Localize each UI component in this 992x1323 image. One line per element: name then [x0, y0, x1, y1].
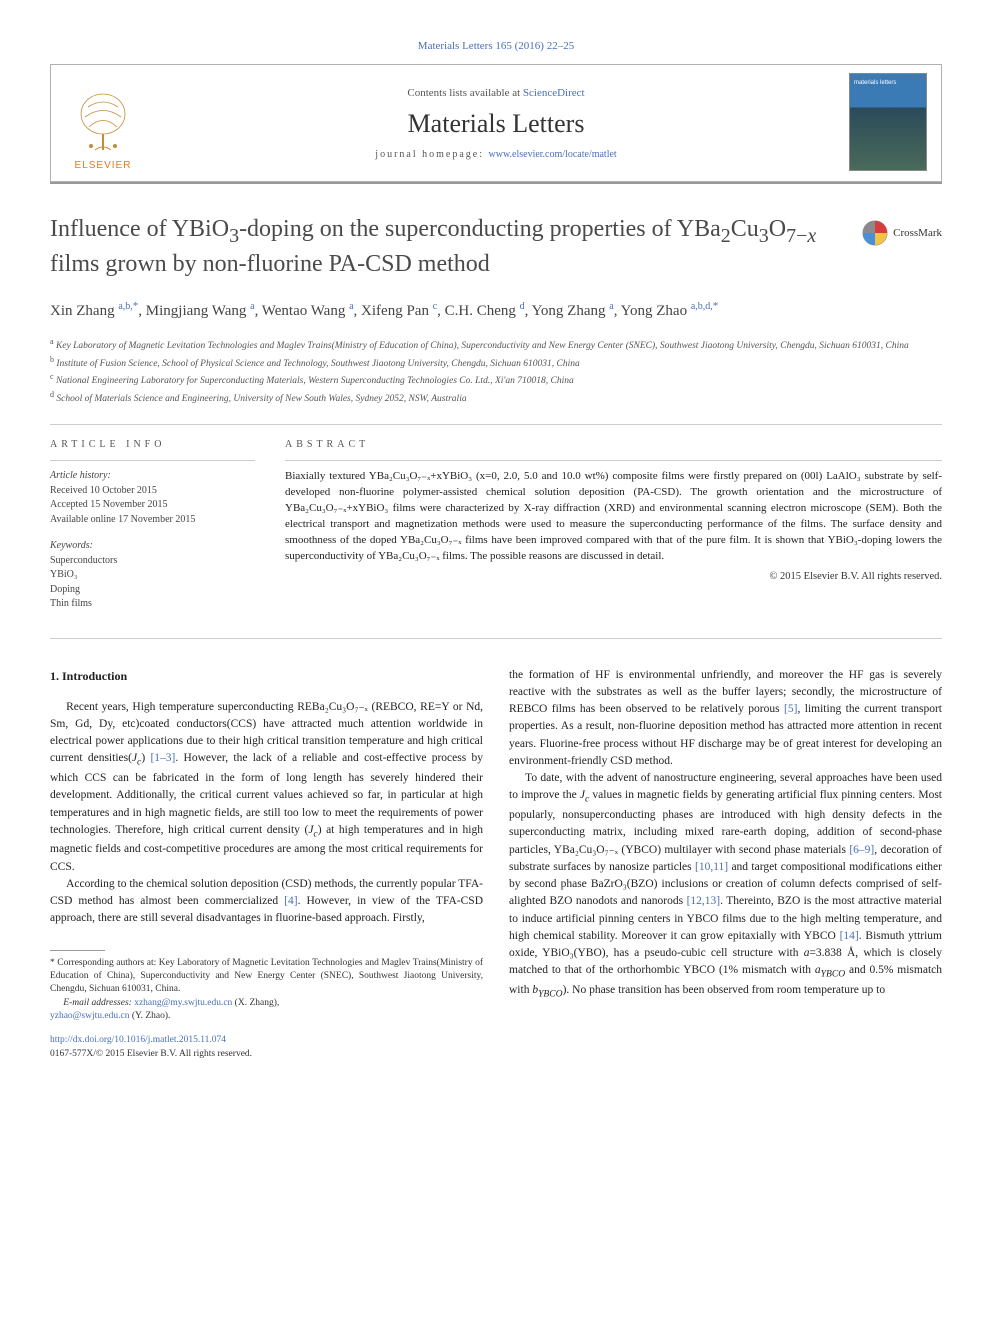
footnote-separator [50, 950, 105, 951]
email-link[interactable]: xzhang@my.swjtu.edu.cn [134, 998, 232, 1008]
history-accepted: Accepted 15 November 2015 [50, 498, 255, 513]
article-info-column: article info Article history: Received 1… [50, 439, 255, 624]
body-para-r1: the formation of HF is environmental unf… [509, 667, 942, 771]
title-seg-d: O [769, 216, 786, 242]
intro-para-1: Recent years, High temperature supercond… [50, 699, 483, 876]
history-received: Received 10 October 2015 [50, 484, 255, 499]
cover-thumbnail [849, 73, 927, 171]
email-link[interactable]: yzhao@swjtu.edu.cn [50, 1011, 129, 1021]
homepage-prefix: journal homepage: [375, 149, 488, 160]
crossmark-label: CrossMark [893, 227, 942, 239]
keyword: Superconductors [50, 554, 255, 569]
abstract-label: abstract [285, 439, 942, 450]
body-para-r2: To date, with the advent of nanostructur… [509, 770, 942, 1001]
keyword: YBiO₃ [50, 568, 255, 583]
crossmark-icon [862, 220, 888, 246]
section-divider [50, 424, 942, 425]
article-info-label: article info [50, 439, 255, 450]
section-divider [50, 638, 942, 639]
corresponding-footnote: * Corresponding authors at: Key Laborato… [50, 957, 483, 997]
body-column-right: the formation of HF is environmental unf… [509, 667, 942, 1062]
ref-link[interactable]: [14] [840, 930, 859, 942]
journal-cover [849, 73, 929, 173]
ref-link[interactable]: [1–3] [150, 752, 175, 764]
sciencedirect-link[interactable]: ScienceDirect [523, 87, 585, 99]
keyword: Thin films [50, 597, 255, 612]
article-history: Article history: Received 10 October 201… [50, 469, 255, 527]
doi-link[interactable]: http://dx.doi.org/10.1016/j.matlet.2015.… [50, 1035, 226, 1045]
journal-banner: ELSEVIER Contents lists available at Sci… [50, 64, 942, 182]
elsevier-tree-icon [73, 92, 133, 157]
author-list: Xin Zhang a,b,*, Mingjiang Wang a, Wenta… [50, 298, 942, 323]
homepage-link[interactable]: www.elsevier.com/locate/matlet [489, 149, 617, 160]
ref-link[interactable]: [5] [784, 703, 797, 715]
abstract-column: abstract Biaxially textured YBa₂Cu₃O₇₋ₓ+… [285, 439, 942, 624]
abstract-copyright: © 2015 Elsevier B.V. All rights reserved… [285, 571, 942, 582]
homepage-line: journal homepage: www.elsevier.com/locat… [143, 149, 849, 160]
contents-line: Contents lists available at ScienceDirec… [143, 87, 849, 99]
journal-citation: Materials Letters 165 (2016) 22–25 [50, 40, 942, 52]
keywords-block: Keywords: Superconductors YBiO₃ Doping T… [50, 539, 255, 612]
title-seg-b: -doping on the superconducting propertie… [239, 216, 721, 242]
affiliations: a Key Laboratory of Magnetic Levitation … [50, 336, 942, 406]
affiliation-a: a Key Laboratory of Magnetic Levitation … [50, 336, 942, 353]
ref-link[interactable]: [4] [284, 895, 297, 907]
history-online: Available online 17 November 2015 [50, 513, 255, 528]
contents-prefix: Contents lists available at [407, 87, 522, 99]
ref-link[interactable]: [12,13] [687, 895, 721, 907]
article-title: Influence of YBiO3-doping on the superco… [50, 214, 942, 280]
history-heading: Article history: [50, 469, 255, 484]
abstract-text: Biaxially textured YBa₂Cu₃O₇₋ₓ+xYBiO₃ (x… [285, 469, 942, 565]
affiliation-b: b Institute of Fusion Science, School of… [50, 354, 942, 371]
intro-heading: 1. Introduction [50, 667, 483, 685]
issn-line: 0167-577X/© 2015 Elsevier B.V. All right… [50, 1049, 252, 1059]
keywords-heading: Keywords: [50, 539, 255, 554]
email-footnote: E-mail addresses: xzhang@my.swjtu.edu.cn… [50, 997, 483, 1024]
doi-block: http://dx.doi.org/10.1016/j.matlet.2015.… [50, 1033, 483, 1062]
title-seg-a: Influence of YBiO [50, 216, 229, 242]
title-seg-c: Cu [731, 216, 759, 242]
ref-link[interactable]: [10,11] [695, 861, 728, 873]
keyword: Doping [50, 583, 255, 598]
title-seg-e: films grown by non-fluorine PA-CSD metho… [50, 251, 490, 277]
publisher-label: ELSEVIER [75, 160, 132, 171]
ref-link[interactable]: [6–9] [849, 844, 874, 856]
intro-para-2: According to the chemical solution depos… [50, 876, 483, 928]
affiliation-d: d School of Materials Science and Engine… [50, 389, 942, 406]
affiliation-c: c National Engineering Laboratory for Su… [50, 371, 942, 388]
crossmark-badge[interactable]: CrossMark [862, 220, 942, 246]
body-column-left: 1. Introduction Recent years, High tempe… [50, 667, 483, 1062]
publisher-logo: ELSEVIER [63, 76, 143, 171]
journal-name: Materials Letters [143, 109, 849, 139]
